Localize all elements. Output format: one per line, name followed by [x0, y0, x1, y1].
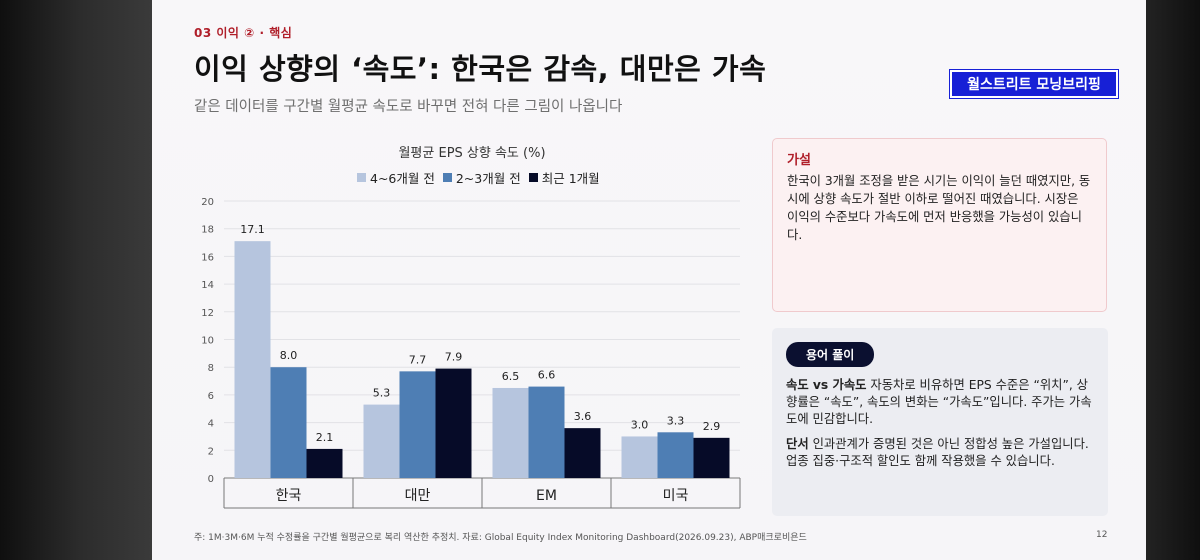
section-label: 03 이익 ② · 핵심: [194, 26, 293, 40]
hypothesis-box: 가설 한국이 3개월 조정을 받은 시기는 이익이 늘던 때였지만, 동시에 상…: [772, 138, 1107, 312]
bar: [270, 367, 307, 478]
data-label: 6.6: [538, 369, 556, 382]
legend-label-2: 2~3개월 전: [455, 171, 521, 186]
legend-swatch-2: [442, 173, 452, 182]
y-tick-label: 20: [201, 197, 214, 208]
y-tick-label: 4: [208, 419, 214, 430]
data-label: 6.5: [502, 370, 520, 383]
glossary-term-1: 속도 vs 가속도 자동차로 비유하면 EPS 수준은 “위치”, 상향률은 “…: [786, 377, 1094, 428]
term2-label: 단서: [786, 437, 809, 451]
legend-item-1: 4~6개월 전: [357, 168, 435, 187]
y-tick-label: 10: [201, 336, 214, 347]
bar: [306, 448, 343, 478]
data-label: 17.1: [240, 223, 265, 236]
data-label: 7.7: [409, 353, 427, 366]
slide: 03 이익 ② · 핵심 이익 상향의 ‘속도’: 한국은 감속, 대만은 가속…: [152, 0, 1146, 560]
chart-legend: 4~6개월 전 2~3개월 전 최근 1개월: [357, 168, 600, 187]
data-label: 3.0: [631, 418, 649, 431]
data-label: 5.3: [373, 387, 391, 400]
y-tick-label: 14: [201, 280, 214, 291]
y-tick-label: 18: [201, 225, 214, 236]
chart-title: 월평균 EPS 상향 속도 (%): [398, 146, 546, 161]
x-category-label: EM: [536, 488, 557, 504]
y-tick-label: 16: [201, 252, 214, 263]
data-label: 2.9: [703, 420, 721, 433]
bar: [693, 437, 730, 478]
data-label: 3.6: [574, 410, 592, 423]
hypothesis-heading: 가설: [787, 153, 811, 168]
bar: [435, 368, 472, 478]
data-label: 7.9: [445, 351, 463, 364]
data-label: 3.3: [667, 414, 685, 427]
bar: [528, 386, 565, 478]
glossary-term-2: 단서 인과관계가 증명된 것은 아닌 정합성 높은 가설입니다. 업종 집중·구…: [786, 436, 1094, 470]
bar: [234, 241, 271, 478]
y-tick-label: 2: [208, 446, 214, 457]
x-category-label: 대만: [405, 488, 431, 504]
glossary-heading: 용어 풀이: [786, 342, 875, 367]
term2-body: 인과관계가 증명된 것은 아닌 정합성 높은 가설입니다. 업종 집중·구조적 …: [786, 437, 1089, 468]
hypothesis-body: 한국이 3개월 조정을 받은 시기는 이익이 늘던 때였지만, 동시에 상향 속…: [787, 174, 1091, 242]
legend-label-1: 4~6개월 전: [370, 171, 435, 186]
bar: [492, 387, 529, 478]
y-tick-label: 12: [201, 308, 214, 319]
bar: [399, 371, 436, 478]
term1-body: 자동차로 비유하면 EPS 수준은 “위치”, 상향률은 “속도”, 속도의 변…: [786, 378, 1092, 426]
term1-label: 속도 vs 가속도: [786, 378, 867, 392]
glossary-box: 용어 풀이 속도 vs 가속도 자동차로 비유하면 EPS 수준은 “위치”, …: [772, 328, 1108, 516]
bar: [363, 404, 400, 478]
brand-badge: 월스트리트 모닝브리핑: [950, 70, 1118, 98]
data-label: 8.0: [280, 349, 298, 362]
page-subtitle: 같은 데이터를 구간별 월평균 속도로 바꾸면 전혀 다른 그림이 나옵니다: [194, 99, 623, 115]
y-tick-label: 0: [208, 474, 214, 485]
data-label: 2.1: [316, 431, 334, 444]
legend-swatch-3: [528, 173, 538, 182]
bar: [564, 428, 601, 478]
x-category-label: 미국: [663, 488, 689, 504]
legend-swatch-1: [357, 173, 366, 182]
legend-label-3: 최근 1개월: [541, 171, 600, 186]
x-category-label: 한국: [276, 488, 302, 504]
bar: [657, 432, 694, 478]
legend-item-3: 최근 1개월: [528, 168, 600, 187]
page-number: 12: [1096, 530, 1108, 540]
bar-chart: 0 2 4 6 8 10 12 14 16 18 20 17.1 8.0 2.1 한국 5.3 7.7 7.9 대만…: [201, 197, 741, 509]
legend-item-2: 2~3개월 전: [442, 168, 521, 187]
y-tick-label: 6: [208, 391, 214, 402]
bar: [621, 436, 658, 478]
footnote: 주: 1M·3M·6M 누적 수정률을 구간별 월평균으로 복리 역산한 추정치…: [194, 533, 807, 543]
y-tick-label: 8: [208, 363, 214, 374]
page-title: 이익 상향의 ‘속도’: 한국은 감속, 대만은 가속: [194, 52, 767, 86]
